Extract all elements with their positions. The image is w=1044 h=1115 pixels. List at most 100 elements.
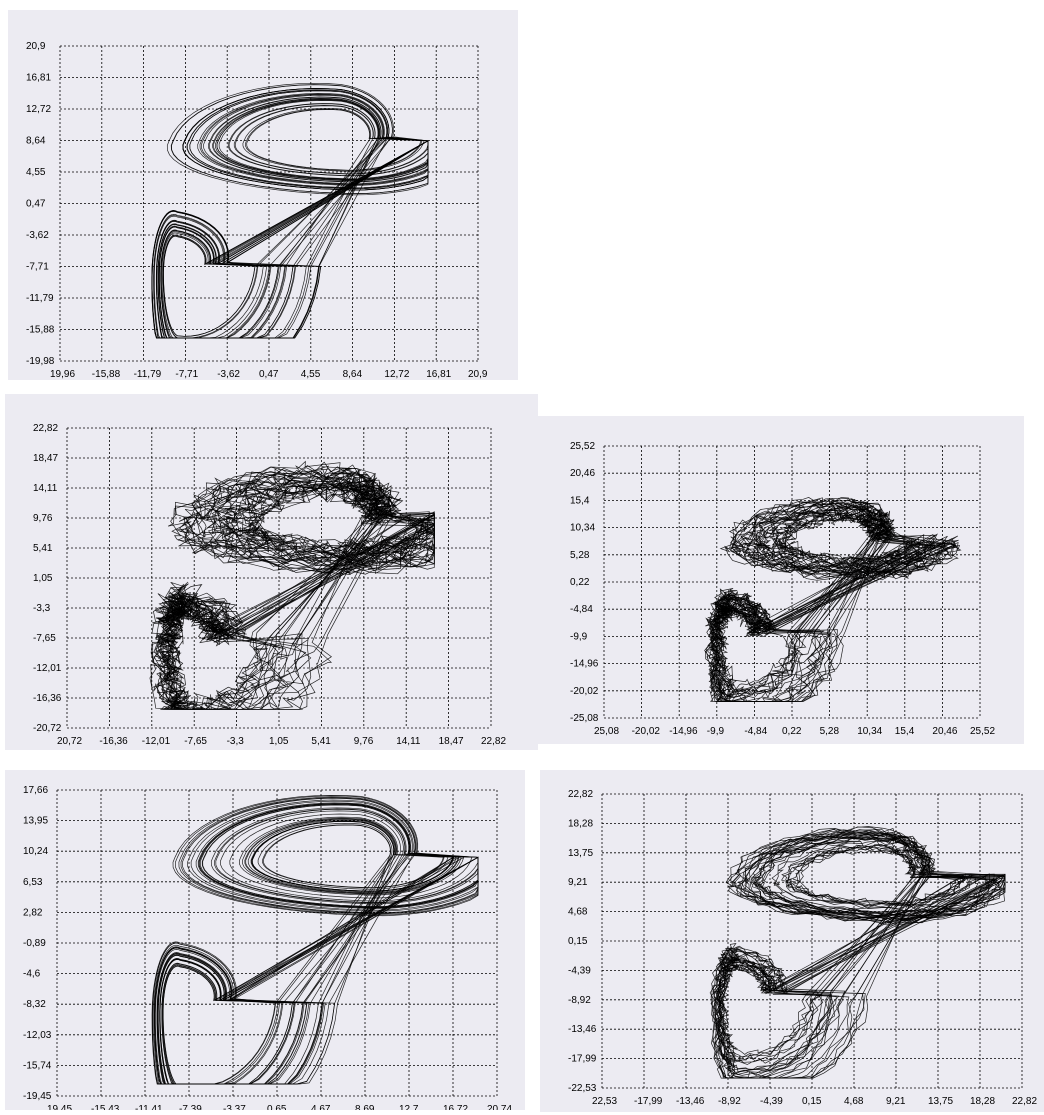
y-tick-label: 0,47: [26, 199, 46, 210]
x-tick-label: 18,28: [970, 1096, 995, 1107]
y-tick-label: 20,46: [570, 468, 595, 479]
chart-panel-2: -20,72 -16,36 -12,01 -7,65 -3,3 1,05 5,41 9,76 1…: [5, 394, 538, 750]
y-tick-label: 18,28: [568, 818, 593, 829]
x-tick-label: -3,3: [227, 736, 245, 747]
y-tick-label: 17,66: [23, 785, 48, 796]
x-tick-label: -14,96: [669, 726, 698, 737]
y-tick-label: 20,9: [26, 41, 46, 52]
y-tick-label: 15,4: [570, 495, 590, 506]
chart-panel-4: -19,45 -15,74 -12,03 -8,32 -4,6 -0,89 2,82 6,53…: [5, 770, 525, 1110]
x-tick-label: -4,39: [760, 1096, 783, 1107]
x-tick-label: 0,15: [802, 1096, 822, 1107]
x-tick-label: 0,65: [267, 1104, 287, 1110]
x-tick-label: -20,02: [632, 726, 661, 737]
x-tick-label: 0,22: [782, 726, 802, 737]
trajectory-segment: [152, 803, 479, 1085]
x-tick-label: 20,72: [57, 736, 82, 747]
x-tick-label: 10,34: [857, 726, 882, 737]
x-tick-label: 22,82: [481, 736, 506, 747]
trajectory-segment: [153, 797, 479, 1085]
trajectory-segment: [155, 84, 429, 339]
y-tick-label: -22,53: [568, 1083, 597, 1094]
y-tick-label: -4,6: [23, 969, 41, 980]
x-tick-label: 16,81: [426, 369, 451, 380]
x-tick-label: 8,69: [355, 1104, 375, 1110]
attractor-plot-4: -19,45 -15,74 -12,03 -8,32 -4,6 -0,89 2,82 6,53…: [23, 785, 512, 1110]
trajectory-segment: [708, 498, 957, 702]
x-tick-label: 22,53: [592, 1096, 617, 1107]
attractor-plot-2: -20,72 -16,36 -12,01 -7,65 -3,3 1,05 5,41 9,76 1…: [33, 423, 506, 747]
x-tick-label: -17,99: [634, 1096, 663, 1107]
y-tick-label: -7,65: [33, 633, 56, 644]
trajectory-segment: [152, 796, 479, 1085]
y-tick-label: -8,92: [568, 995, 591, 1006]
x-tick-label: 1,05: [269, 736, 289, 747]
x-tick-label: 12,72: [384, 369, 409, 380]
x-tick-label: -8,92: [718, 1096, 741, 1107]
y-tick-label: 0,22: [570, 577, 590, 588]
y-tick-label: -12,01: [33, 663, 62, 674]
x-tick-label: 14,11: [396, 736, 421, 747]
x-tick-label: 15,4: [895, 726, 915, 737]
x-tick-label: -4,84: [744, 726, 767, 737]
y-tick-label: -20,02: [570, 686, 599, 697]
x-tick-label: 18,47: [439, 736, 464, 747]
y-tick-label: 2,82: [23, 907, 43, 918]
x-tick-label: 4,55: [301, 369, 321, 380]
y-tick-label: 25,52: [570, 441, 595, 452]
attractor-plot-3: -25,08 -20,02 -14,96 -9,9 -4,84 0,22 5,28 10,34…: [570, 441, 995, 737]
y-tick-label: -3,3: [33, 603, 51, 614]
y-tick-label: -15,88: [26, 325, 55, 336]
trajectory-segment: [151, 96, 429, 339]
x-tick-label: 9,21: [886, 1096, 906, 1107]
y-tick-label: 9,76: [33, 513, 53, 524]
x-tick-label: -11,79: [134, 369, 162, 380]
y-tick-label: 5,41: [33, 543, 53, 554]
trajectory-segment: [710, 831, 1006, 1079]
y-tick-label: -17,99: [568, 1054, 597, 1065]
trajectory-segment: [157, 795, 479, 1085]
y-tick-label: -14,96: [570, 659, 599, 670]
y-tick-label: 12,72: [26, 104, 51, 115]
x-tick-label: 20,9: [468, 369, 488, 380]
y-tick-label: 5,28: [570, 550, 590, 561]
x-tick-label: 25,52: [970, 726, 995, 737]
x-tick-label: -7,71: [175, 369, 198, 380]
trajectory-segment: [157, 799, 479, 1085]
y-tick-label: 9,21: [568, 877, 588, 888]
trajectory-segment: [162, 465, 435, 710]
y-tick-label: -0,89: [23, 938, 46, 949]
x-tick-label: -3,37: [223, 1104, 246, 1110]
attractor-plot-1: -19,98 -15,88 -11,79 -7,71 -3,62 0,47 4,55 8,64…: [26, 41, 488, 380]
x-tick-label: -15,88: [92, 369, 121, 380]
y-tick-label: -8,32: [23, 999, 46, 1010]
y-tick-label: -19,98: [26, 356, 55, 367]
x-tick-label: 19,96: [50, 369, 75, 380]
y-tick-label: -25,08: [570, 713, 599, 724]
trajectory-segment: [717, 829, 1006, 1071]
trajectory-segment: [711, 504, 942, 702]
x-tick-label: 16,72: [443, 1104, 468, 1110]
y-tick-label: 4,55: [26, 167, 46, 178]
y-tick-label: 1,05: [33, 573, 53, 584]
x-tick-label: 8,64: [343, 369, 363, 380]
x-tick-label: -9,9: [707, 726, 725, 737]
chart-panel-1: -19,98 -15,88 -11,79 -7,71 -3,62 0,47 4,55 8,64…: [8, 10, 518, 380]
trajectory-segment: [159, 467, 435, 710]
y-tick-label: -7,71: [26, 262, 49, 273]
x-tick-label: 22,82: [1012, 1096, 1037, 1107]
y-tick-label: 4,68: [568, 907, 588, 918]
y-tick-label: 6,53: [23, 877, 43, 888]
trajectory-segment: [157, 90, 429, 339]
chart-panel-5: -22,53 -17,99 -13,46 -8,92 -4,39 0,15 4,68 9,21…: [540, 770, 1044, 1112]
y-tick-label: -12,03: [23, 1030, 52, 1041]
x-tick-label: 9,76: [354, 736, 374, 747]
x-tick-label: 25,08: [594, 726, 619, 737]
trajectory-segment: [710, 502, 953, 702]
x-tick-label: -12,01: [142, 736, 171, 747]
x-tick-label: 20,74: [487, 1104, 512, 1110]
trajectory-segment: [709, 829, 1006, 1079]
y-tick-label: 13,75: [568, 848, 593, 859]
trajectory-segment: [712, 829, 1006, 1079]
y-tick-label: -4,39: [568, 965, 591, 976]
